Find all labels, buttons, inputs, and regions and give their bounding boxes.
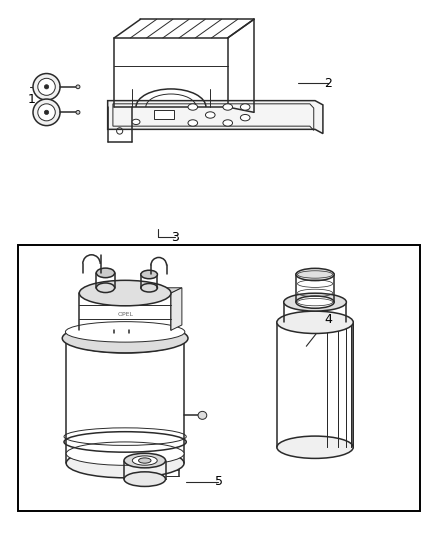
Polygon shape xyxy=(108,101,323,134)
Ellipse shape xyxy=(223,104,233,110)
Text: 5: 5 xyxy=(215,475,223,488)
Bar xyxy=(18,245,420,511)
Text: 3: 3 xyxy=(171,231,179,244)
Text: 2: 2 xyxy=(324,77,332,90)
Ellipse shape xyxy=(223,120,233,126)
Text: OPEL: OPEL xyxy=(117,312,133,317)
Ellipse shape xyxy=(44,85,49,89)
Bar xyxy=(153,110,174,119)
Polygon shape xyxy=(79,288,182,293)
Ellipse shape xyxy=(124,453,166,468)
Ellipse shape xyxy=(66,442,184,465)
Text: 1: 1 xyxy=(27,93,35,106)
Ellipse shape xyxy=(205,112,215,118)
Ellipse shape xyxy=(296,296,334,308)
Ellipse shape xyxy=(79,280,171,306)
Ellipse shape xyxy=(132,119,140,125)
Ellipse shape xyxy=(33,74,60,100)
Ellipse shape xyxy=(240,104,250,110)
Ellipse shape xyxy=(141,270,157,279)
Ellipse shape xyxy=(188,120,198,126)
Ellipse shape xyxy=(44,110,49,115)
Ellipse shape xyxy=(65,321,185,342)
Ellipse shape xyxy=(96,268,115,278)
Ellipse shape xyxy=(188,104,198,110)
Ellipse shape xyxy=(284,293,346,311)
Ellipse shape xyxy=(132,456,157,465)
Ellipse shape xyxy=(76,85,80,88)
Ellipse shape xyxy=(62,324,188,353)
Ellipse shape xyxy=(124,472,166,487)
Ellipse shape xyxy=(33,99,60,126)
Text: 4: 4 xyxy=(324,313,332,326)
Ellipse shape xyxy=(38,104,55,121)
Ellipse shape xyxy=(141,284,157,292)
Ellipse shape xyxy=(96,283,115,293)
Ellipse shape xyxy=(198,411,207,419)
Ellipse shape xyxy=(277,436,353,458)
Ellipse shape xyxy=(277,311,353,334)
Ellipse shape xyxy=(38,78,55,95)
Ellipse shape xyxy=(66,449,184,478)
Ellipse shape xyxy=(138,458,151,463)
Polygon shape xyxy=(171,288,182,330)
Ellipse shape xyxy=(240,115,250,121)
Ellipse shape xyxy=(76,110,80,114)
Ellipse shape xyxy=(296,268,334,280)
Ellipse shape xyxy=(66,324,184,353)
